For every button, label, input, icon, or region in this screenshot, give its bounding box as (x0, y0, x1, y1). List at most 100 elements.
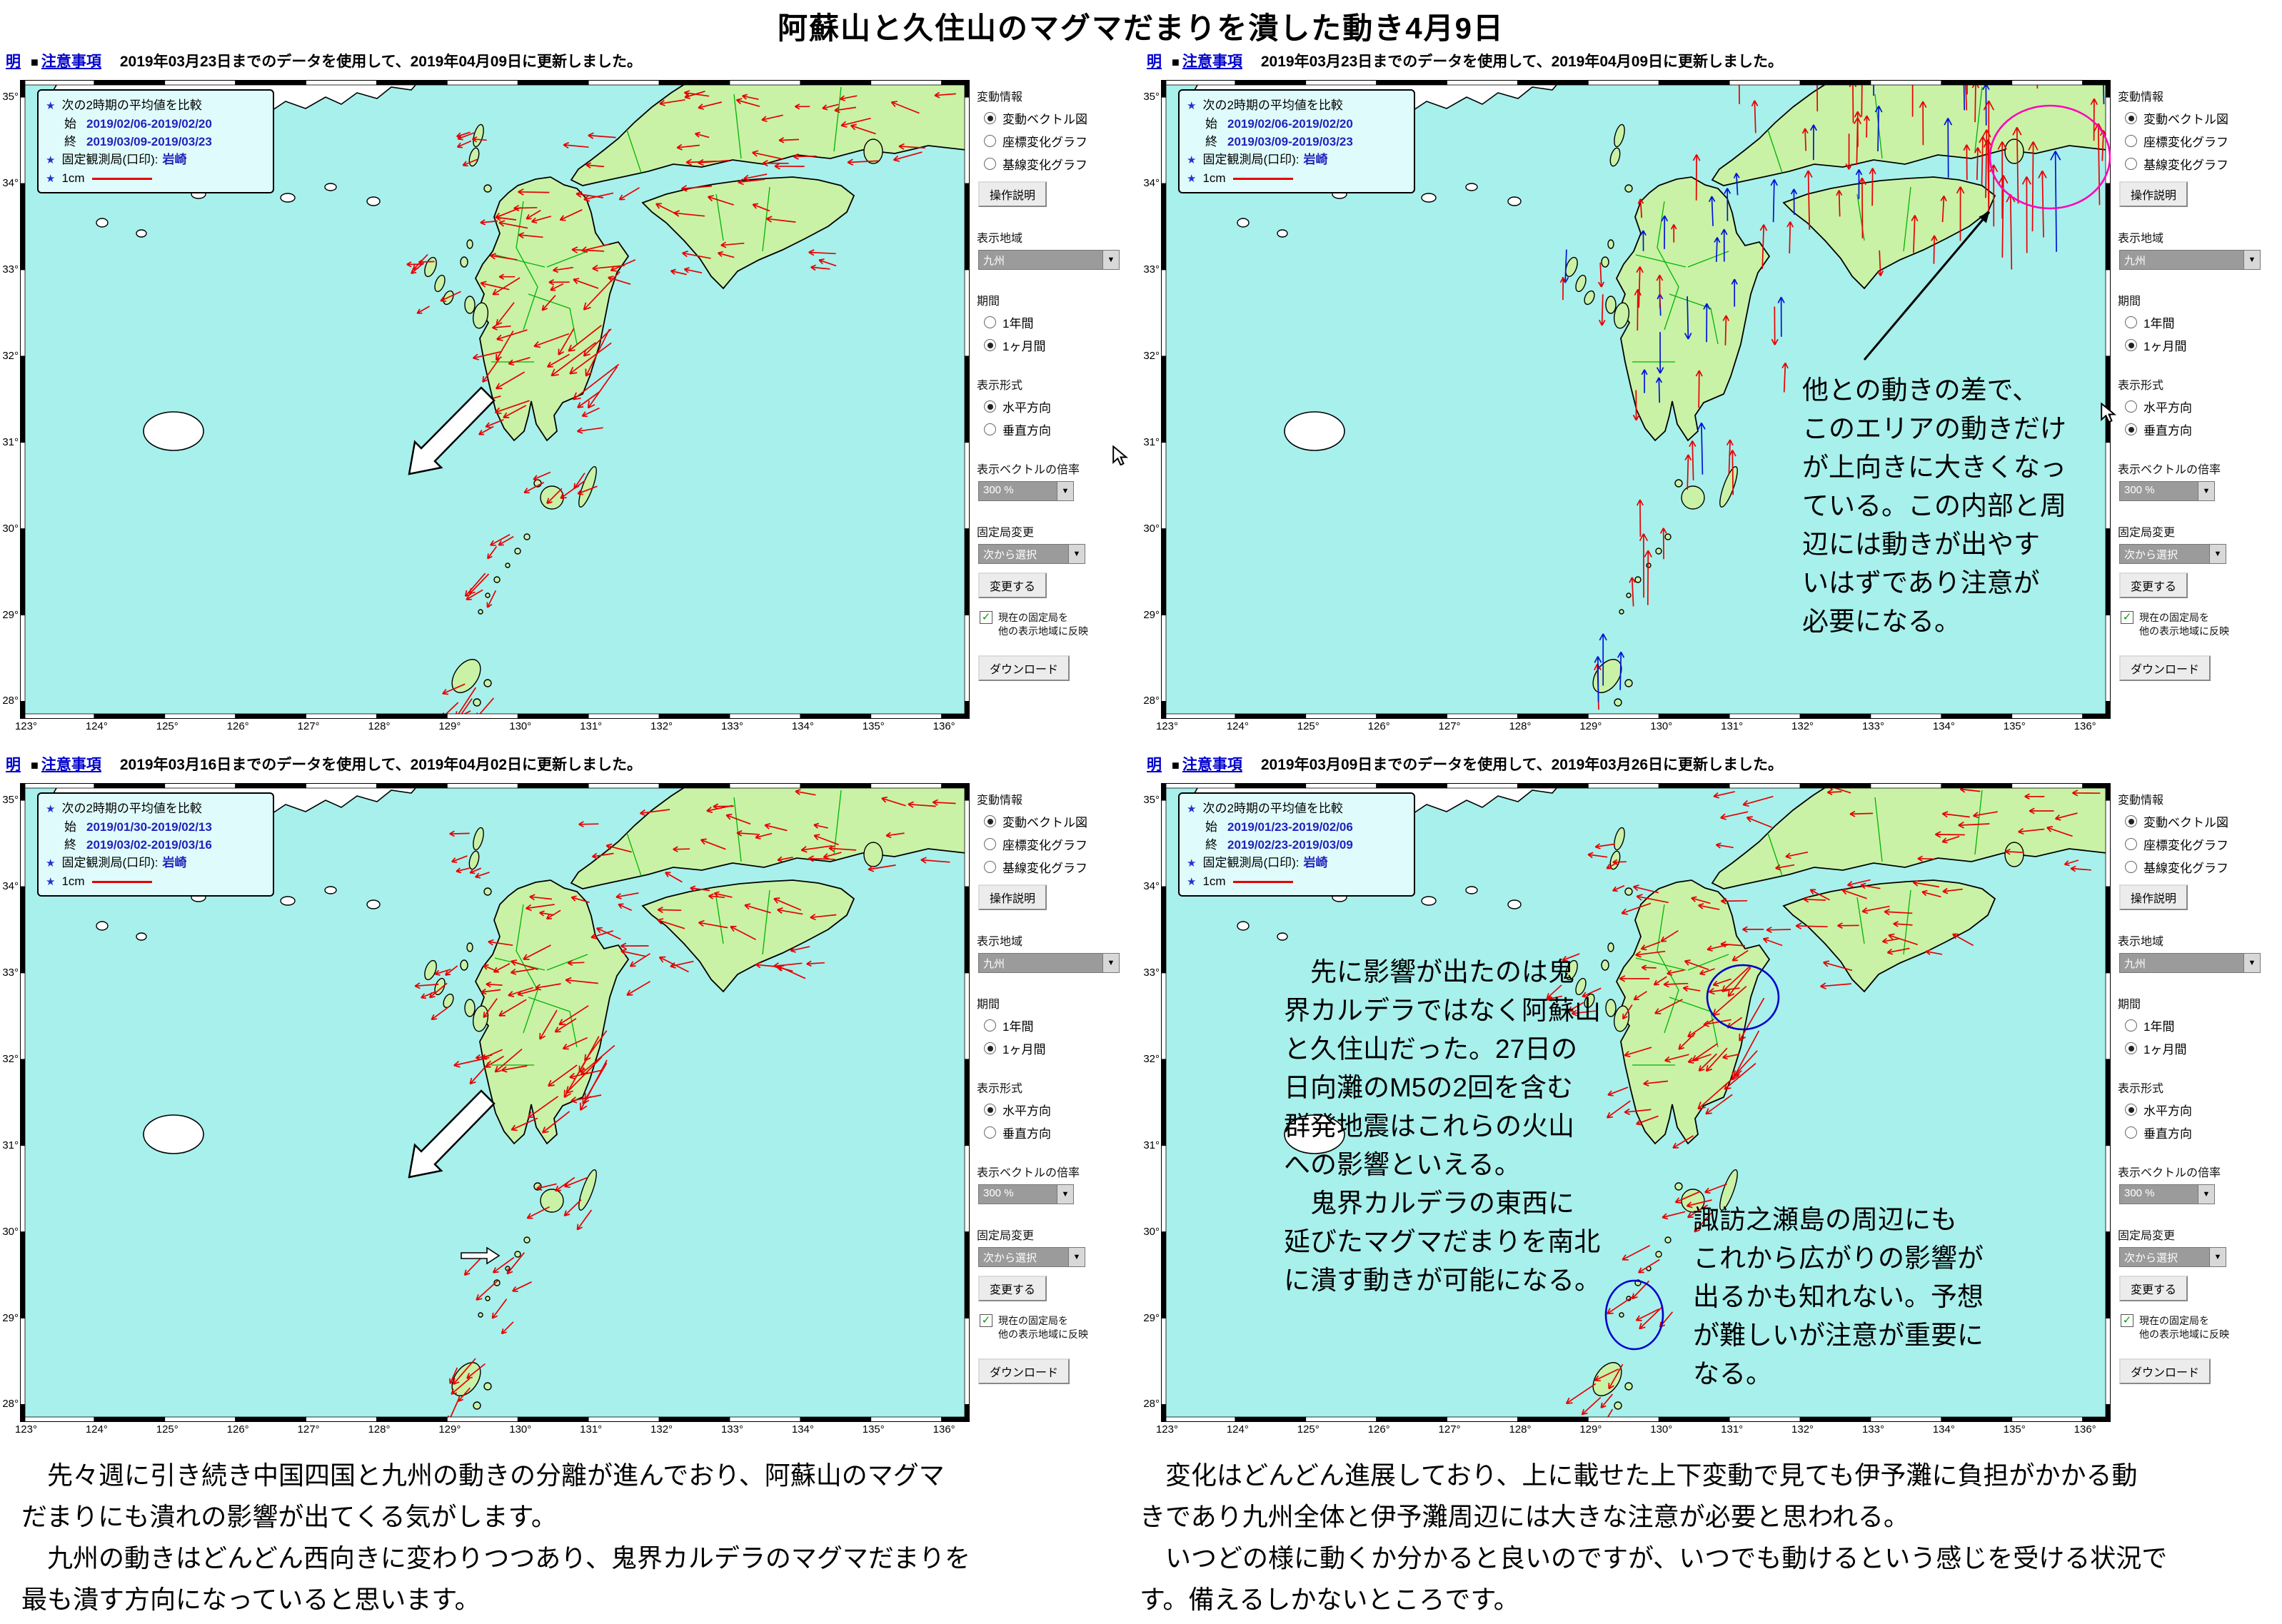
radio-one-year[interactable]: 1年間 (984, 313, 1140, 331)
lon-tick-label: 131° (580, 1423, 603, 1436)
radio-vertical[interactable]: 垂直方向 (2125, 1124, 2281, 1141)
region-select[interactable]: 九州 ▼ (2119, 250, 2261, 270)
radio-horizontal[interactable]: 水平方向 (2125, 398, 2281, 415)
reflect-checkbox[interactable]: ✓ 現在の固定局を 他の表示地域に反映 (980, 611, 1140, 638)
star-icon: ★ (1187, 857, 1197, 869)
vector-scale-select[interactable]: 300 % ▼ (2119, 481, 2215, 501)
change-button[interactable]: 変更する (2119, 573, 2188, 598)
lon-tick-label: 131° (1721, 720, 1744, 732)
vector-scale-select[interactable]: 300 % ▼ (978, 1184, 1074, 1204)
radio-one-year[interactable]: 1年間 (2125, 313, 2281, 331)
lat-tick-label: 32° (1143, 1052, 1160, 1065)
radio-vector-map[interactable]: 変動ベクトル図 (984, 109, 1140, 127)
star-icon: ★ (46, 173, 56, 185)
star-icon: ★ (46, 876, 56, 888)
region-select[interactable]: 九州 ▼ (2119, 953, 2261, 973)
lon-tick-label: 129° (1579, 1423, 1602, 1436)
radio-one-month[interactable]: 1ヶ月間 (2125, 1039, 2281, 1057)
checkbox-checked-icon: ✓ (2121, 1314, 2133, 1327)
radio-label: 垂直方向 (1002, 424, 1051, 438)
legend-compare: 次の2時期の平均値を比較 (61, 99, 202, 112)
change-button[interactable]: 変更する (978, 1276, 1047, 1301)
help-link[interactable]: 明 (6, 54, 21, 70)
lon-tick-label: 136° (2074, 720, 2096, 732)
lat-axis: 35° 34° 33° 32° 31° 30° 29° 28° (0, 783, 20, 1422)
vector-scale-select[interactable]: 300 % ▼ (978, 481, 1074, 501)
display-style-label: 表示形式 (977, 1083, 1023, 1095)
fixed-station-value: 次から選択 (2120, 545, 2209, 563)
radio-one-month[interactable]: 1ヶ月間 (2125, 336, 2281, 354)
download-button[interactable]: ダウンロード (978, 1358, 1070, 1384)
radio-coordinate-graph[interactable]: 座標変化グラフ (984, 132, 1140, 150)
legend-end-dates: 2019/03/09-2019/03/23 (86, 135, 212, 148)
reflect-checkbox[interactable]: ✓ 現在の固定局を 他の表示地域に反映 (2121, 1314, 2281, 1341)
notice-bullet: ■ (1172, 758, 1180, 772)
help-button[interactable]: 操作説明 (2119, 884, 2188, 910)
radio-icon (2125, 1104, 2137, 1116)
commentary-line: いつどの様に動くか分かると良いのですが、いつでも動けるという感じを受ける状況で (1140, 1543, 2168, 1573)
download-button[interactable]: ダウンロード (2119, 1358, 2211, 1384)
help-button[interactable]: 操作説明 (2119, 181, 2188, 207)
commentary-left: 先々週に引き続き中国四国と九州の動きの分離が進んでおり、阿蘇山のマグマ だまりに… (21, 1455, 1140, 1620)
annotation-arrow (1979, 212, 1989, 223)
legend-start-label: 始 (64, 117, 76, 131)
download-button[interactable]: ダウンロード (2119, 655, 2211, 681)
radio-baseline-graph[interactable]: 基線変化グラフ (2125, 155, 2281, 173)
region-label: 表示地域 (977, 233, 1023, 245)
radio-coordinate-graph[interactable]: 座標変化グラフ (2125, 835, 2281, 853)
radio-baseline-graph[interactable]: 基線変化グラフ (2125, 858, 2281, 876)
download-button[interactable]: ダウンロード (978, 655, 1070, 681)
dropdown-arrow-icon: ▼ (2198, 1185, 2214, 1204)
fixed-station-select[interactable]: 次から選択 ▼ (978, 544, 1085, 564)
map-annotation-text: 諏訪之瀬島の周辺にも これから広がりの影響が 出るかも知れない。予想 が難しいが注意が… (1693, 1205, 1984, 1388)
radio-icon (2125, 423, 2137, 435)
region-select[interactable]: 九州 ▼ (978, 250, 1120, 270)
change-button[interactable]: 変更する (978, 573, 1047, 598)
fixed-station-select[interactable]: 次から選択 ▼ (978, 1247, 1085, 1267)
fixed-station-select[interactable]: 次から選択 ▼ (2119, 1247, 2226, 1267)
radio-horizontal[interactable]: 水平方向 (984, 1101, 1140, 1119)
radio-one-month[interactable]: 1ヶ月間 (984, 336, 1140, 354)
vector-scale-label: 表示ベクトルの倍率 (2118, 464, 2221, 476)
radio-coordinate-graph[interactable]: 座標変化グラフ (984, 835, 1140, 853)
help-link[interactable]: 明 (1147, 757, 1162, 773)
radio-one-year[interactable]: 1年間 (2125, 1017, 2281, 1034)
notice-link[interactable]: 注意事項 (1182, 54, 1242, 70)
lon-tick-label: 130° (1650, 1423, 1673, 1436)
radio-vertical[interactable]: 垂直方向 (2125, 420, 2281, 438)
radio-icon (984, 1104, 996, 1116)
lon-tick-label: 123° (1155, 720, 1178, 732)
star-icon: ★ (1187, 803, 1197, 815)
vector-scale-select[interactable]: 300 % ▼ (2119, 1184, 2215, 1204)
dropdown-arrow-icon: ▼ (1068, 545, 1085, 563)
reflect-checkbox[interactable]: ✓ 現在の固定局を 他の表示地域に反映 (2121, 611, 2281, 638)
help-button[interactable]: 操作説明 (978, 884, 1047, 910)
radio-vertical[interactable]: 垂直方向 (984, 420, 1140, 438)
help-link[interactable]: 明 (6, 757, 21, 773)
help-button[interactable]: 操作説明 (978, 181, 1047, 207)
legend-start-dates: 2019/01/30-2019/02/13 (86, 820, 212, 834)
notice-link[interactable]: 注意事項 (1182, 757, 1242, 773)
lat-tick-label: 35° (1143, 91, 1160, 104)
notice-link[interactable]: 注意事項 (41, 757, 101, 773)
radio-horizontal[interactable]: 水平方向 (2125, 1101, 2281, 1119)
radio-vector-map[interactable]: 変動ベクトル図 (984, 812, 1140, 830)
help-link[interactable]: 明 (1147, 54, 1162, 70)
fixed-station-select[interactable]: 次から選択 ▼ (2119, 544, 2226, 564)
radio-vector-map[interactable]: 変動ベクトル図 (2125, 812, 2281, 830)
region-select[interactable]: 九州 ▼ (978, 953, 1120, 973)
radio-one-month[interactable]: 1ヶ月間 (984, 1039, 1140, 1057)
radio-vector-map[interactable]: 変動ベクトル図 (2125, 109, 2281, 127)
radio-vertical[interactable]: 垂直方向 (984, 1124, 1140, 1141)
radio-baseline-graph[interactable]: 基線変化グラフ (984, 155, 1140, 173)
lat-tick-label: 32° (2, 1052, 19, 1065)
radio-coordinate-graph[interactable]: 座標変化グラフ (2125, 132, 2281, 150)
radio-horizontal[interactable]: 水平方向 (984, 398, 1140, 415)
notice-link[interactable]: 注意事項 (41, 54, 101, 70)
map-legend: ★ 次の2時期の平均値を比較 始 2019/01/30-2019/02/13 終 20… (37, 792, 274, 897)
reflect-checkbox[interactable]: ✓ 現在の固定局を 他の表示地域に反映 (980, 1314, 1140, 1341)
change-button[interactable]: 変更する (2119, 1276, 2188, 1301)
radio-one-year[interactable]: 1年間 (984, 1017, 1140, 1034)
lat-tick-label: 29° (2, 1311, 19, 1324)
radio-baseline-graph[interactable]: 基線変化グラフ (984, 858, 1140, 876)
